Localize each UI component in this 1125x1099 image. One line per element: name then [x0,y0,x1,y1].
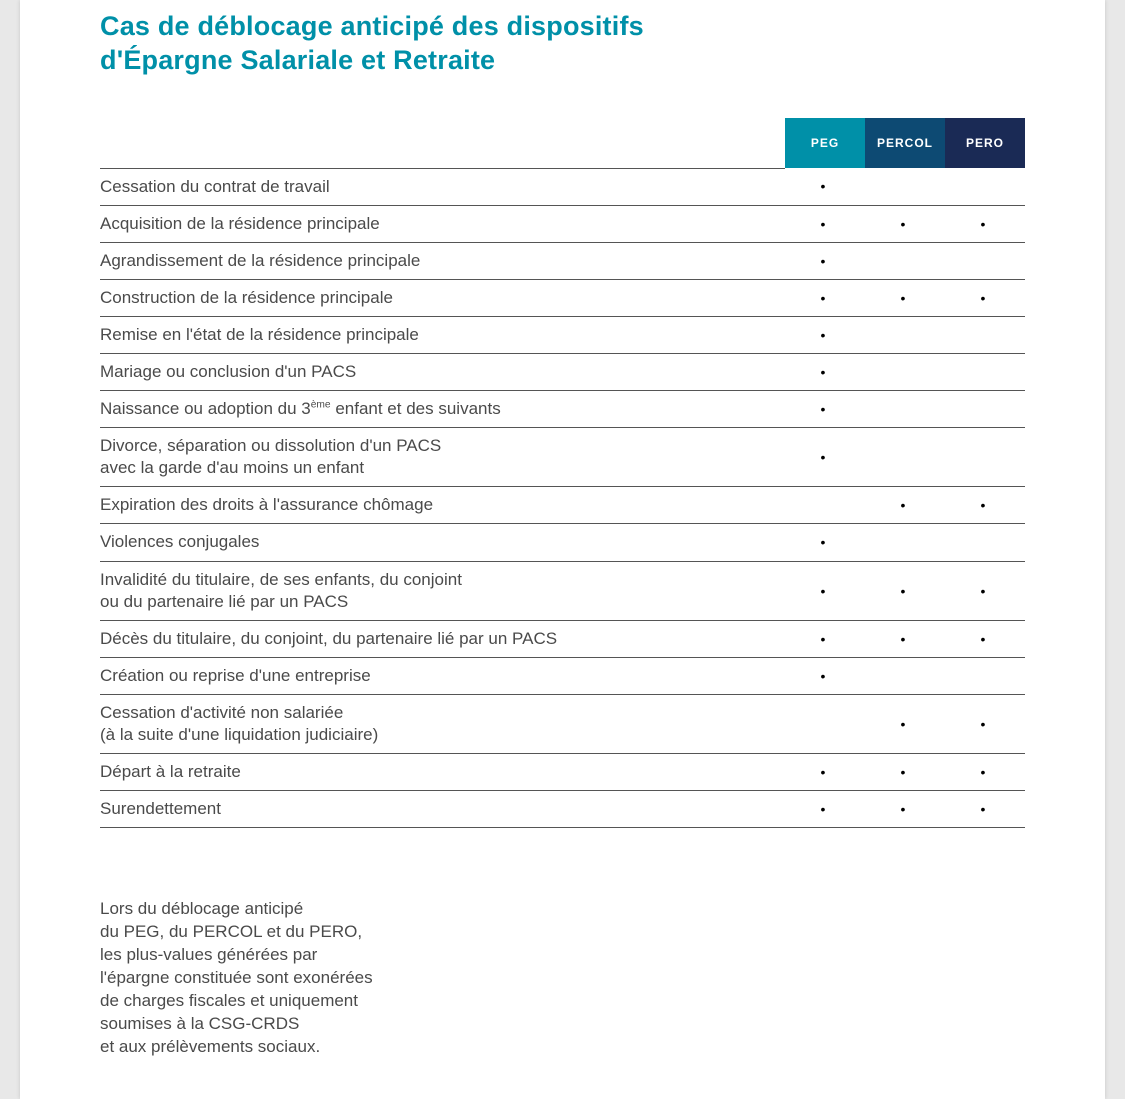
row-mark: • [865,561,945,620]
row-mark: • [785,524,865,561]
table-header: PEG PERCOL PERO [100,118,1025,169]
document-page: Cas de déblocage anticipé des dispositif… [20,0,1105,1099]
row-label: Expiration des droits à l'assurance chôm… [100,487,785,524]
row-label: Acquisition de la résidence principale [100,205,785,242]
row-mark [865,657,945,694]
row-label: Construction de la résidence principale [100,279,785,316]
row-label: Création ou reprise d'une entreprise [100,657,785,694]
row-mark [945,242,1025,279]
row-mark: • [785,353,865,390]
row-mark: • [945,561,1025,620]
table-row: Violences conjugales• [100,524,1025,561]
row-label: Décès du titulaire, du conjoint, du part… [100,620,785,657]
row-mark [945,316,1025,353]
row-mark: • [865,279,945,316]
footnote: Lors du déblocage anticipédu PEG, du PER… [100,898,400,1059]
table-row: Invalidité du titulaire, de ses enfants,… [100,561,1025,620]
col-header-pero: PERO [945,118,1025,169]
table-body: Cessation du contrat de travail•Acquisit… [100,168,1025,828]
row-label: Agrandissement de la résidence principal… [100,242,785,279]
table-row: Remise en l'état de la résidence princip… [100,316,1025,353]
row-mark [865,168,945,205]
eligibility-table: PEG PERCOL PERO Cessation du contrat de … [100,118,1025,829]
row-mark: • [785,754,865,791]
row-mark [865,242,945,279]
table-row: Acquisition de la résidence principale••… [100,205,1025,242]
row-mark: • [865,620,945,657]
row-mark [945,353,1025,390]
row-mark: • [785,168,865,205]
row-mark: • [865,205,945,242]
table-row: Décès du titulaire, du conjoint, du part… [100,620,1025,657]
table-row: Cessation du contrat de travail• [100,168,1025,205]
row-label: Cessation d'activité non salariée(à la s… [100,694,785,753]
row-mark [945,391,1025,428]
table-row: Agrandissement de la résidence principal… [100,242,1025,279]
table-row: Cessation d'activité non salariée(à la s… [100,694,1025,753]
row-label: Naissance ou adoption du 3ème enfant et … [100,391,785,428]
row-label: Invalidité du titulaire, de ses enfants,… [100,561,785,620]
row-mark: • [785,561,865,620]
row-mark [865,353,945,390]
row-label: Remise en l'état de la résidence princip… [100,316,785,353]
row-label: Divorce, séparation ou dissolution d'un … [100,428,785,487]
row-label: Départ à la retraite [100,754,785,791]
table-row: Départ à la retraite••• [100,754,1025,791]
page-title: Cas de déblocage anticipé des dispositif… [100,10,1025,78]
row-label: Surendettement [100,791,785,828]
row-mark: • [785,620,865,657]
row-mark: • [945,205,1025,242]
row-mark [865,316,945,353]
row-mark [865,391,945,428]
row-mark [865,524,945,561]
row-mark [945,168,1025,205]
table-row: Divorce, séparation ou dissolution d'un … [100,428,1025,487]
row-mark: • [785,428,865,487]
row-mark: • [945,791,1025,828]
row-mark: • [865,791,945,828]
row-mark [865,428,945,487]
content-area: Cas de déblocage anticipé des dispositif… [20,0,1105,1099]
table-row: Surendettement••• [100,791,1025,828]
title-line-1: Cas de déblocage anticipé des dispositif… [100,11,644,41]
header-blank [100,118,785,169]
row-mark: • [785,391,865,428]
table-row: Mariage ou conclusion d'un PACS• [100,353,1025,390]
row-mark [785,694,865,753]
row-mark: • [865,487,945,524]
row-mark: • [785,791,865,828]
col-header-percol: PERCOL [865,118,945,169]
row-mark: • [945,487,1025,524]
row-mark [945,428,1025,487]
table-row: Construction de la résidence principale•… [100,279,1025,316]
row-mark: • [945,694,1025,753]
row-label: Mariage ou conclusion d'un PACS [100,353,785,390]
row-mark: • [865,754,945,791]
row-mark: • [945,279,1025,316]
row-mark [945,657,1025,694]
row-mark: • [945,620,1025,657]
table-row: Naissance ou adoption du 3ème enfant et … [100,391,1025,428]
row-label: Cessation du contrat de travail [100,168,785,205]
row-mark: • [785,242,865,279]
row-mark: • [785,205,865,242]
table-row: Expiration des droits à l'assurance chôm… [100,487,1025,524]
row-label: Violences conjugales [100,524,785,561]
row-mark: • [785,279,865,316]
col-header-peg: PEG [785,118,865,169]
row-mark: • [785,316,865,353]
row-mark: • [865,694,945,753]
row-mark [785,487,865,524]
row-mark: • [785,657,865,694]
row-mark: • [945,754,1025,791]
table-row: Création ou reprise d'une entreprise• [100,657,1025,694]
row-mark [945,524,1025,561]
title-line-2: d'Épargne Salariale et Retraite [100,45,495,75]
